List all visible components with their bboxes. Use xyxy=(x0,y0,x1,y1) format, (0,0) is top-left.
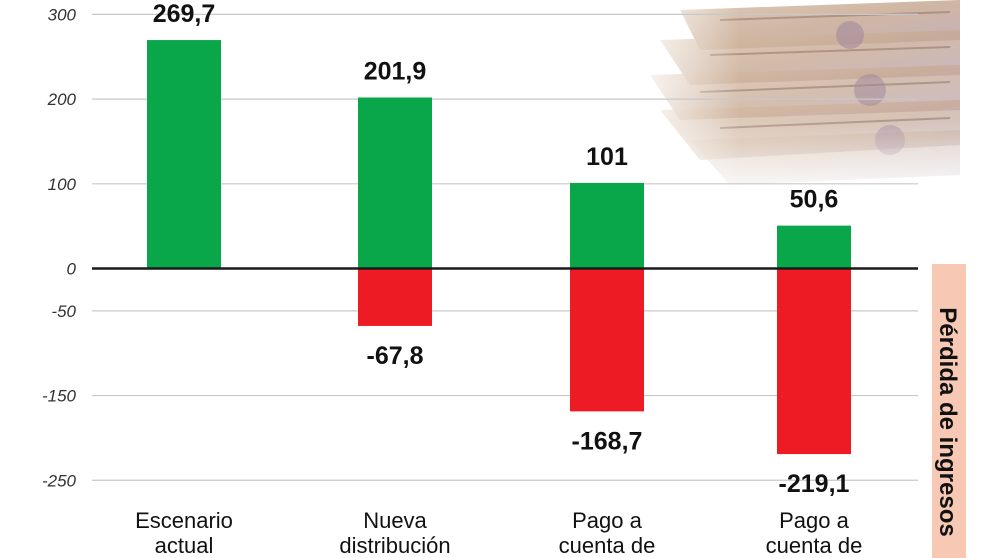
category-label: cuenta de xyxy=(766,533,863,558)
bar-positive xyxy=(777,225,851,269)
y-tick-label: -250 xyxy=(42,471,77,490)
data-label-negative: -168,7 xyxy=(572,427,643,455)
category-label: actual xyxy=(155,533,214,558)
y-tick-label: -150 xyxy=(42,387,77,406)
data-labels: 269,7 201,9 101 50,6 -67,8 -168,7 -219,1 xyxy=(153,0,850,498)
bar-negative xyxy=(570,268,644,412)
data-label-positive: 201,9 xyxy=(364,57,427,85)
data-label-positive: 50,6 xyxy=(790,186,839,214)
bars xyxy=(147,40,851,455)
banknotes-image xyxy=(620,0,960,200)
category-label: distribución xyxy=(339,533,450,558)
data-label-positive: 101 xyxy=(586,143,628,171)
y-tick-label: -50 xyxy=(51,302,76,321)
bar-positive xyxy=(358,97,432,269)
bar-negative xyxy=(358,268,432,326)
y-tick-label: 100 xyxy=(48,175,77,194)
side-label-band xyxy=(932,264,966,558)
data-label-positive: 269,7 xyxy=(153,0,216,28)
side-label: Pérdida de ingresos xyxy=(934,307,961,536)
bar-positive xyxy=(147,40,221,269)
y-tick-label: 200 xyxy=(47,90,77,109)
y-tick-label: 300 xyxy=(48,5,77,24)
category-label: Pago a xyxy=(572,508,642,533)
data-label-negative: -67,8 xyxy=(367,342,424,370)
category-label: Escenario xyxy=(135,508,233,533)
data-label-negative: -219,1 xyxy=(779,470,850,498)
category-label: Pago a xyxy=(779,508,849,533)
y-axis-ticks: 300 200 100 0 -50 -150 -250 xyxy=(42,5,77,490)
bar-negative xyxy=(777,268,851,455)
bar-positive xyxy=(570,182,644,269)
category-label: cuenta de xyxy=(559,533,656,558)
y-tick-label: 0 xyxy=(67,260,77,279)
category-label: Nueva xyxy=(363,508,427,533)
